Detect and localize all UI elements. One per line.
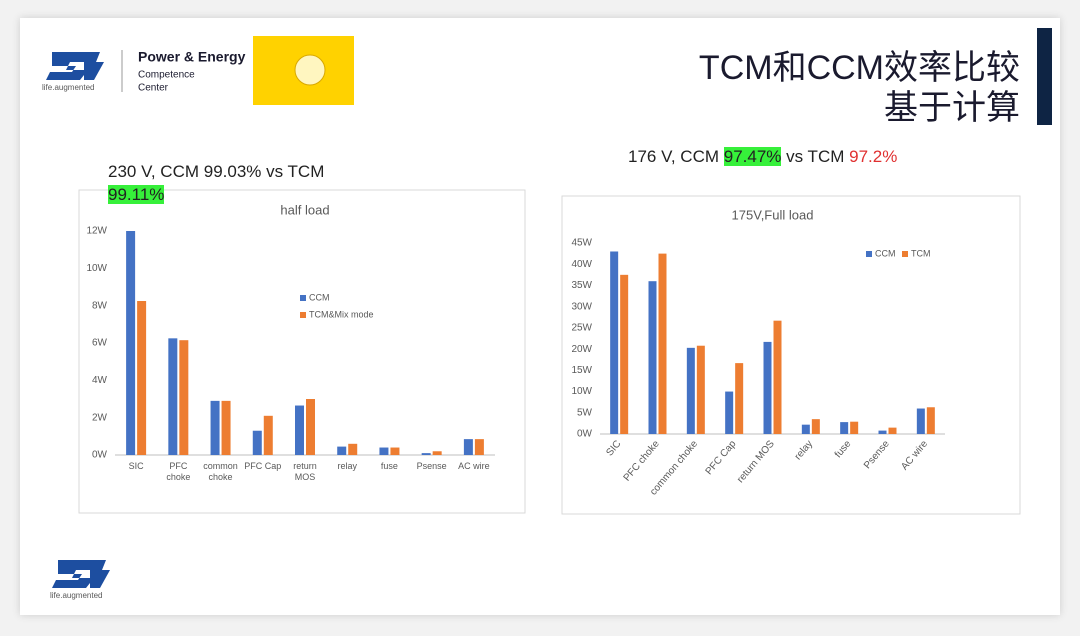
bar bbox=[725, 391, 734, 434]
legend-swatch bbox=[902, 251, 908, 257]
x-tick-label: AC wire bbox=[458, 461, 490, 471]
legend-swatch bbox=[300, 295, 306, 301]
legend-label: CCM bbox=[875, 248, 896, 258]
legend-label: TCM&Mix mode bbox=[309, 309, 374, 319]
bar bbox=[916, 408, 925, 434]
bar bbox=[811, 419, 820, 434]
bar bbox=[379, 447, 389, 455]
bar bbox=[763, 341, 772, 434]
footer-tagline: life.augmented bbox=[50, 591, 102, 600]
accent-bar bbox=[1037, 28, 1052, 125]
badge-icon bbox=[294, 54, 326, 86]
bar bbox=[210, 400, 220, 455]
legend-label: TCM bbox=[911, 248, 931, 258]
x-tick-label: common choke bbox=[203, 461, 238, 482]
y-tick-label: 12W bbox=[86, 226, 107, 237]
caption: 230 V, CCM 99.03% vs TCM bbox=[108, 162, 325, 181]
y-tick-label: 10W bbox=[571, 386, 592, 397]
y-tick-label: 45W bbox=[571, 238, 592, 249]
legend-label: CCM bbox=[309, 292, 330, 302]
y-tick-label: 0W bbox=[577, 429, 593, 440]
y-tick-label: 10W bbox=[86, 263, 107, 274]
y-tick-label: 8W bbox=[92, 300, 108, 311]
chart-frame bbox=[561, 195, 1021, 515]
chart-title: half load bbox=[280, 202, 329, 217]
bar bbox=[306, 399, 315, 455]
caption-red: 97.2% bbox=[849, 147, 898, 166]
bar bbox=[263, 415, 273, 455]
x-tick-label: Psense bbox=[416, 461, 447, 471]
legend-swatch bbox=[866, 251, 872, 257]
y-tick-label: 2W bbox=[92, 412, 108, 423]
bar bbox=[773, 320, 782, 434]
center-name: Center bbox=[138, 83, 169, 94]
slide-title: 基于计算 bbox=[884, 89, 1020, 127]
logo-tagline: life.augmented bbox=[42, 83, 94, 92]
caption-highlight: 97.47% bbox=[723, 147, 782, 166]
bar bbox=[474, 439, 484, 455]
bar bbox=[735, 363, 744, 434]
y-tick-label: 25W bbox=[571, 323, 592, 334]
x-tick-label: SIC bbox=[128, 461, 144, 471]
bar bbox=[463, 439, 473, 455]
bar bbox=[179, 340, 189, 455]
slide-title: TCM和CCM效率比较 bbox=[698, 49, 1020, 87]
bar bbox=[840, 422, 849, 434]
bar bbox=[432, 451, 442, 455]
bar bbox=[878, 430, 887, 434]
y-tick-label: 35W bbox=[571, 280, 592, 291]
center-name: Power & Energy bbox=[138, 49, 246, 65]
bar bbox=[337, 446, 347, 455]
y-tick-label: 5W bbox=[577, 407, 593, 418]
bar bbox=[390, 447, 400, 455]
bar bbox=[686, 347, 695, 434]
x-tick-label: PFC choke bbox=[166, 461, 191, 482]
bar bbox=[168, 338, 178, 455]
bar bbox=[658, 253, 667, 434]
center-name: Competence bbox=[138, 70, 195, 81]
bar bbox=[221, 400, 231, 455]
bar bbox=[252, 430, 262, 455]
caption-part: 176 V, CCM bbox=[628, 147, 724, 166]
y-tick-label: 15W bbox=[571, 365, 592, 376]
caption-highlight: 99.11% bbox=[108, 185, 165, 204]
y-tick-label: 0W bbox=[92, 450, 108, 461]
x-tick-label: PFC Cap bbox=[244, 461, 282, 471]
caption: 176 V, CCM 97.47% vs TCM 97.2% bbox=[628, 147, 897, 167]
x-tick-label: return MOS bbox=[293, 461, 317, 482]
bar bbox=[295, 405, 304, 455]
bar bbox=[620, 274, 629, 434]
bar bbox=[801, 424, 810, 434]
bar bbox=[348, 443, 358, 455]
x-tick-label: fuse bbox=[380, 461, 398, 471]
bar bbox=[126, 231, 136, 455]
legend-swatch bbox=[300, 312, 306, 318]
bar bbox=[888, 427, 897, 434]
st-logo bbox=[46, 52, 104, 80]
y-tick-label: 40W bbox=[571, 259, 592, 270]
y-tick-label: 20W bbox=[571, 344, 592, 355]
bar bbox=[926, 407, 935, 434]
y-tick-label: 30W bbox=[571, 301, 592, 312]
bar bbox=[850, 421, 859, 434]
bar bbox=[696, 345, 705, 434]
x-tick-label: relay bbox=[337, 461, 357, 471]
y-tick-label: 6W bbox=[92, 338, 108, 349]
y-tick-label: 4W bbox=[92, 375, 108, 386]
bar bbox=[137, 301, 147, 455]
footer-logo bbox=[52, 560, 110, 588]
bar bbox=[421, 453, 431, 455]
chart-frame bbox=[78, 189, 526, 514]
chart-title: 175V,Full load bbox=[732, 207, 814, 222]
bar bbox=[610, 251, 619, 434]
bar bbox=[648, 281, 657, 434]
caption-part: vs TCM bbox=[781, 147, 850, 166]
